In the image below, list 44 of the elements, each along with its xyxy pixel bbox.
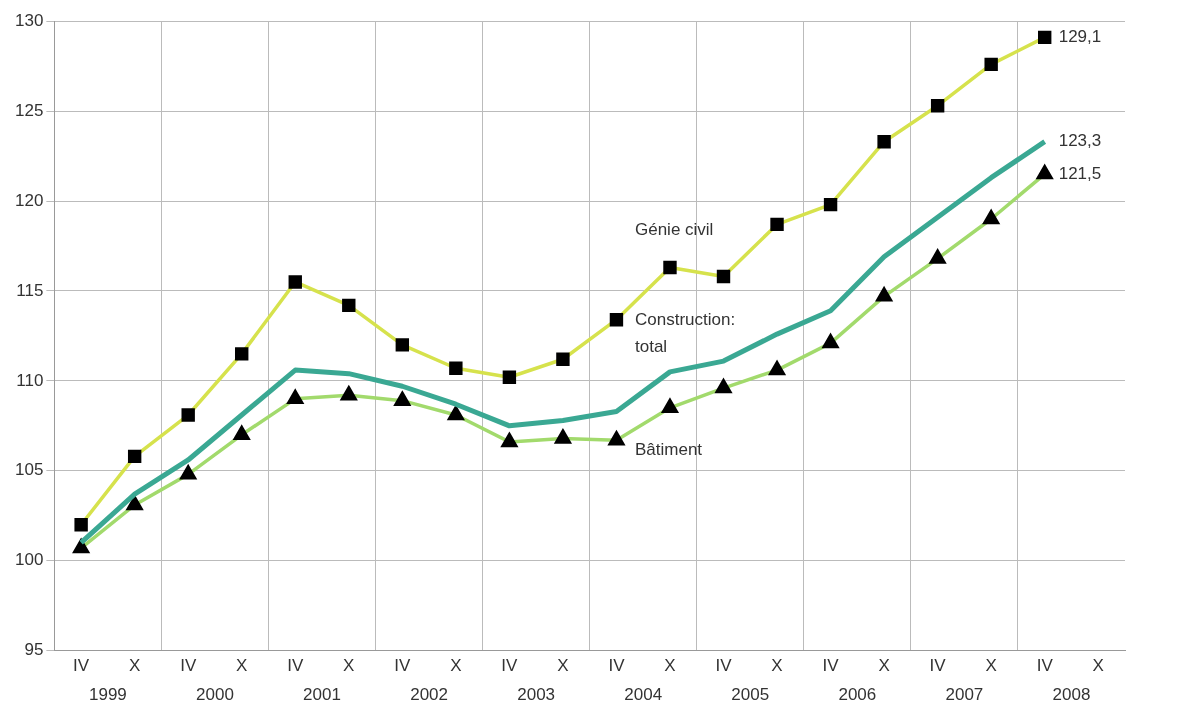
x-tick-label: X — [236, 656, 248, 676]
y-tick-label: 100 — [14, 550, 44, 570]
x-tick-label: IV — [394, 656, 412, 676]
series-label: Génie civil — [634, 220, 714, 240]
text: 2003 — [517, 685, 556, 705]
text: 2000 — [196, 685, 234, 705]
x-tick-label: IV — [822, 656, 840, 676]
y-tick-label: 110 — [16, 370, 44, 390]
y-tick-label: 120 — [14, 190, 44, 210]
data-label: 121,5 — [1058, 163, 1102, 183]
x-tick-label: IV — [180, 656, 197, 676]
x-tick-label: X — [128, 656, 141, 676]
series-label: Bâtiment — [634, 439, 703, 459]
data-label: 129,1 — [1058, 27, 1102, 47]
y-tick-label: 95 — [24, 640, 44, 660]
text: 2006 — [838, 685, 877, 705]
x-tick-label: X — [1092, 656, 1104, 676]
x-tick-label: X — [771, 656, 783, 676]
x-tick-label: X — [450, 656, 462, 676]
x-tick-label: IV — [1036, 656, 1054, 676]
x-tick-label: X — [878, 656, 890, 676]
x-tick-label: X — [664, 656, 676, 676]
x-tick-label: IV — [73, 656, 90, 676]
text: 2005 — [731, 685, 770, 705]
x-tick-label: IV — [608, 656, 626, 676]
x-tick-label: X — [557, 656, 569, 676]
text: 2007 — [945, 685, 984, 705]
text: 2004 — [624, 685, 663, 705]
text: 2001 — [303, 685, 341, 705]
y-tick-label: 130 — [14, 10, 44, 30]
x-tick-label: IV — [287, 656, 304, 676]
x-tick-label: IV — [501, 656, 519, 676]
series-label: Construction: total — [634, 309, 736, 356]
text: 2008 — [1052, 685, 1091, 705]
y-tick-label: 115 — [16, 280, 44, 300]
x-tick-label: IV — [929, 656, 947, 676]
data-label: 123,3 — [1058, 131, 1102, 151]
text: 2002 — [410, 685, 448, 705]
y-tick-label: 125 — [14, 100, 44, 120]
text: 1999 — [88, 685, 127, 705]
x-tick-label: X — [343, 656, 355, 676]
x-tick-label: IV — [715, 656, 733, 676]
x-tick-label: X — [985, 656, 997, 676]
y-tick-label: 105 — [14, 460, 44, 480]
